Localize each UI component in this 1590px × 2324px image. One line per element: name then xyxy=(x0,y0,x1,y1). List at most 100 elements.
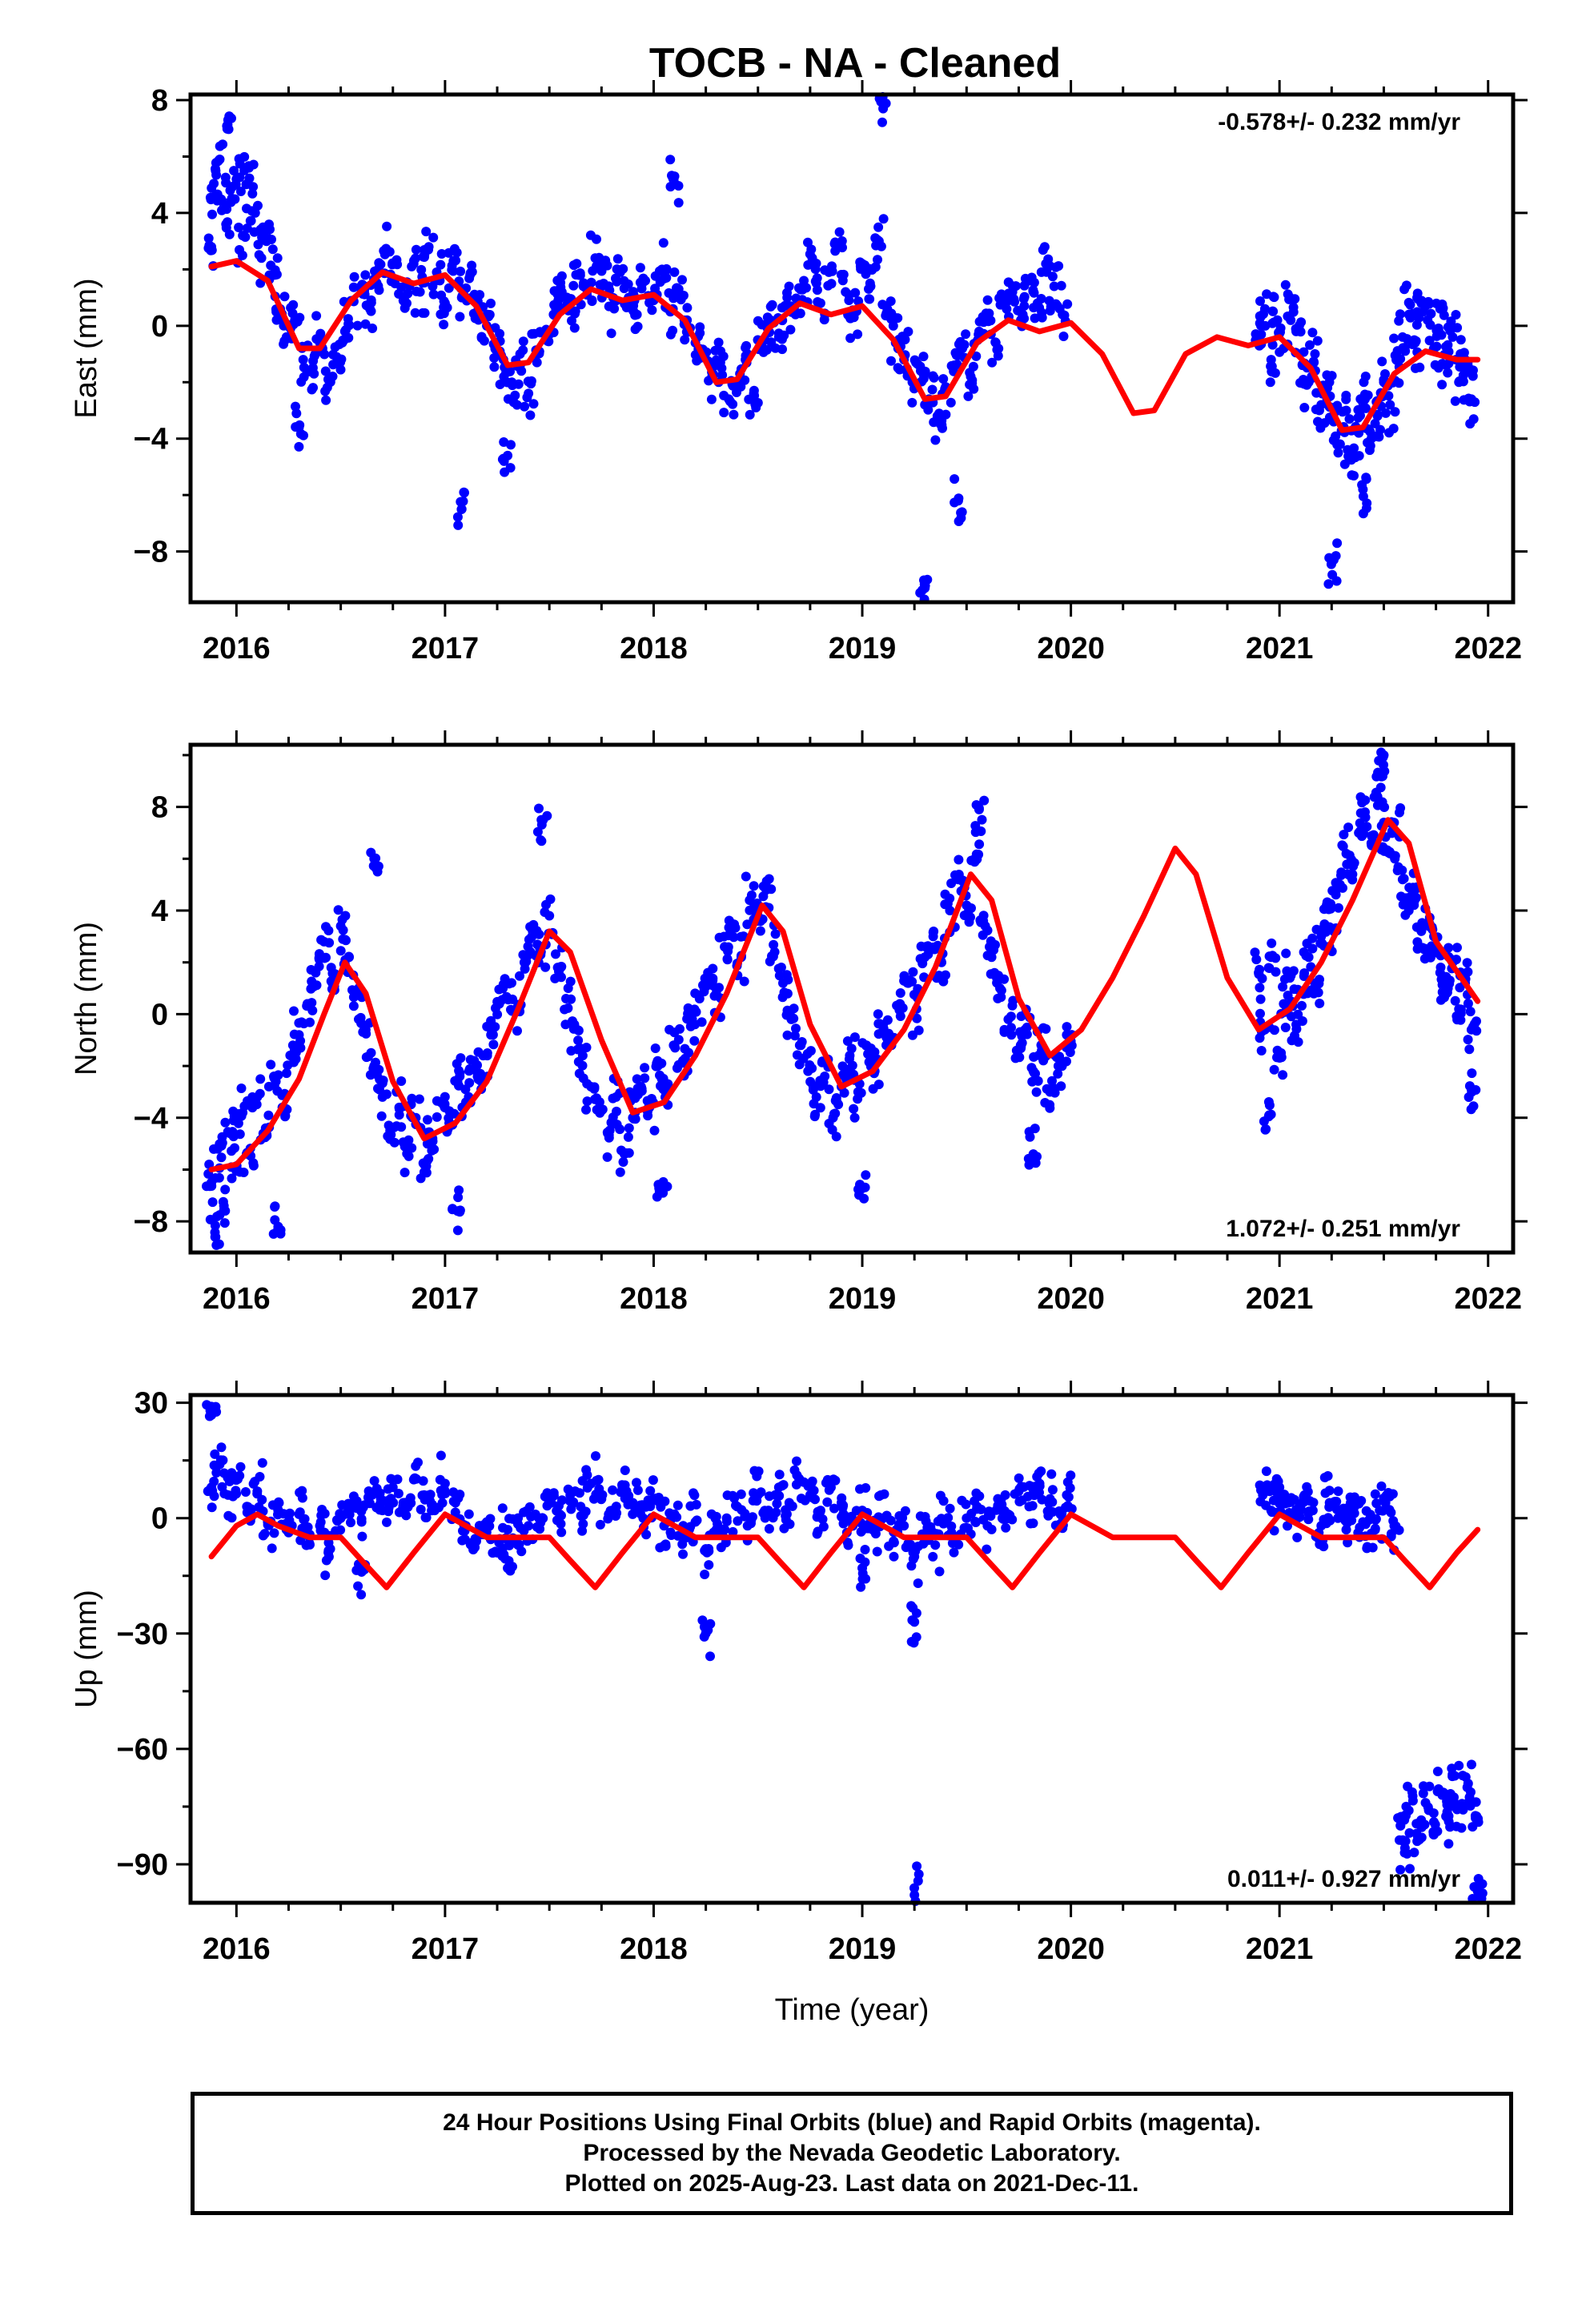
data-point xyxy=(1432,1767,1443,1776)
data-point xyxy=(224,229,235,239)
data-point xyxy=(273,1070,283,1080)
data-point xyxy=(749,385,759,396)
data-point xyxy=(1330,887,1340,897)
data-point xyxy=(428,1136,438,1147)
data-point xyxy=(1357,480,1367,490)
data-point xyxy=(721,1516,732,1526)
data-point xyxy=(753,1466,764,1477)
data-point xyxy=(242,1507,252,1518)
data-point xyxy=(454,1185,464,1196)
data-point xyxy=(740,375,750,385)
data-point xyxy=(989,945,999,955)
data-point xyxy=(267,1500,278,1510)
data-point xyxy=(515,349,525,359)
data-point xyxy=(382,1089,391,1100)
y-tick-label: 8 xyxy=(151,791,168,825)
data-point xyxy=(209,179,219,189)
data-point xyxy=(624,1490,634,1501)
data-point xyxy=(475,290,485,300)
data-point xyxy=(710,1513,721,1523)
data-point xyxy=(386,1494,396,1504)
data-point xyxy=(328,360,339,370)
data-point xyxy=(316,1510,327,1521)
data-point xyxy=(1000,1490,1010,1500)
data-point xyxy=(1043,259,1054,269)
data-point xyxy=(954,854,964,865)
data-point xyxy=(1443,1839,1454,1849)
data-point xyxy=(965,368,975,378)
data-point xyxy=(876,241,886,251)
data-point xyxy=(1027,1501,1038,1511)
y-tick-label: 4 xyxy=(151,895,168,928)
data-point xyxy=(528,399,539,409)
data-point xyxy=(1379,760,1388,770)
data-point xyxy=(945,1503,955,1514)
data-point xyxy=(207,209,217,219)
data-point xyxy=(905,1539,916,1550)
data-point xyxy=(351,1496,362,1506)
data-point xyxy=(216,1152,227,1163)
data-point xyxy=(1255,983,1265,993)
data-point xyxy=(515,971,524,981)
data-point xyxy=(1383,1488,1394,1498)
data-point xyxy=(206,195,216,205)
data-point xyxy=(465,1055,476,1065)
data-point xyxy=(1028,285,1038,296)
data-point xyxy=(1263,1097,1274,1107)
data-point xyxy=(335,1525,346,1535)
data-point xyxy=(746,890,757,900)
data-point xyxy=(447,264,457,275)
data-point xyxy=(536,836,547,846)
data-point xyxy=(732,388,741,397)
data-point xyxy=(330,342,340,352)
data-point xyxy=(853,329,863,340)
data-point xyxy=(396,1122,407,1132)
x-tick-label: 2017 xyxy=(412,632,480,665)
data-point xyxy=(1014,1473,1024,1483)
data-point xyxy=(1062,1056,1071,1067)
data-point xyxy=(748,1495,758,1506)
data-point xyxy=(218,1196,228,1207)
data-point xyxy=(1029,1068,1039,1078)
data-point xyxy=(1344,414,1355,424)
data-point xyxy=(849,1112,860,1123)
data-point xyxy=(536,814,547,825)
y-axis-label-east: East (mm) xyxy=(70,278,103,418)
data-point xyxy=(1355,792,1366,802)
data-point xyxy=(485,1514,496,1524)
data-point xyxy=(682,303,693,313)
data-point xyxy=(375,1494,386,1504)
data-point xyxy=(1468,371,1478,381)
data-point xyxy=(791,1023,801,1034)
data-point xyxy=(239,151,250,162)
data-point xyxy=(1477,1888,1488,1899)
data-point xyxy=(908,967,918,977)
data-point xyxy=(227,1513,237,1523)
data-point xyxy=(1460,1772,1471,1782)
data-point xyxy=(776,963,786,972)
data-point xyxy=(428,289,439,300)
data-point xyxy=(637,279,648,289)
data-point xyxy=(842,1036,853,1046)
data-point xyxy=(722,955,733,965)
data-point xyxy=(1057,1508,1067,1518)
data-point xyxy=(1037,312,1047,323)
data-point xyxy=(315,1526,326,1536)
data-point xyxy=(907,1030,917,1040)
data-point xyxy=(353,1581,363,1591)
data-point xyxy=(369,1476,379,1486)
data-point xyxy=(532,1522,542,1532)
data-point xyxy=(1469,1882,1480,1892)
data-point xyxy=(1454,1760,1464,1771)
data-point xyxy=(568,260,579,271)
data-point xyxy=(255,1074,266,1084)
data-point xyxy=(651,1494,661,1503)
data-point xyxy=(728,1526,738,1537)
data-point xyxy=(464,1063,475,1074)
data-point xyxy=(1319,1542,1329,1552)
data-point xyxy=(231,179,241,190)
data-point xyxy=(1268,292,1279,302)
data-point xyxy=(394,1104,404,1114)
data-point xyxy=(1419,954,1430,964)
data-point xyxy=(440,1099,450,1109)
